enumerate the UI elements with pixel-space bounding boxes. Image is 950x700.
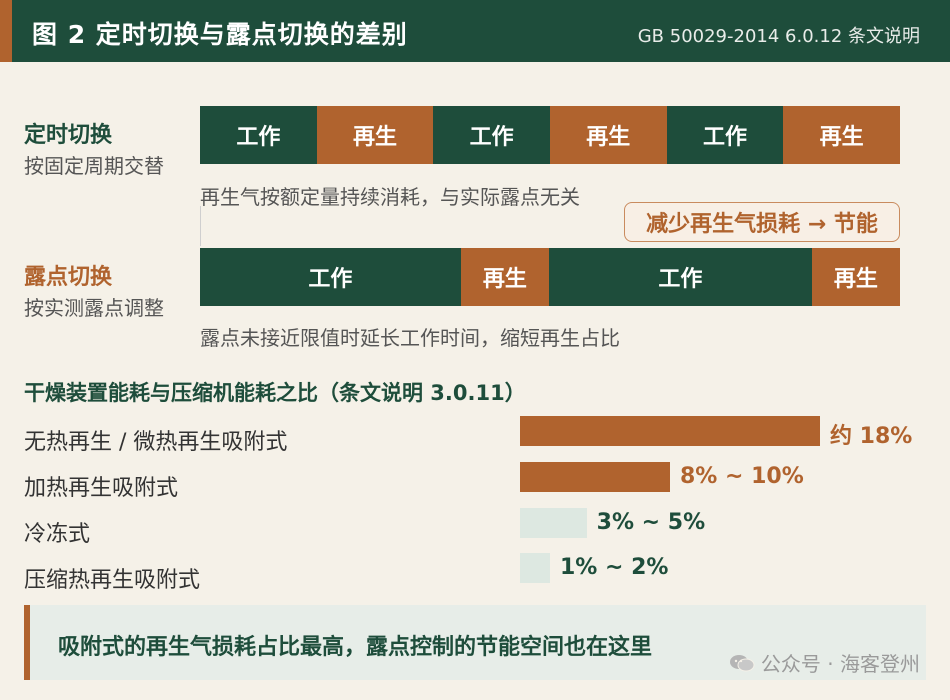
standard-reference: GB 50029-2014 6.0.12 条文说明 xyxy=(637,26,920,47)
ratio-bar xyxy=(520,508,587,538)
watermark: 公众号 · 海客登州 xyxy=(729,648,920,677)
timed-timeline: 工作 再生 工作 再生 工作 再生 xyxy=(200,106,900,164)
ratio-value: 8% ~ 10% xyxy=(680,464,804,489)
dewpoint-title: 露点切换 xyxy=(24,265,113,290)
dewpoint-segment-work: 工作 xyxy=(548,248,812,306)
timed-segment-work: 工作 xyxy=(200,106,317,164)
dewpoint-timeline: 工作 再生 工作 再生 xyxy=(200,248,900,306)
conclusion-text: 吸附式的再生气损耗占比最高，露点控制的节能空间也在这里 xyxy=(58,635,653,660)
timed-segment-regen: 再生 xyxy=(549,106,667,164)
timed-segment-regen: 再生 xyxy=(783,106,900,164)
wechat-icon xyxy=(729,654,755,671)
ratio-label: 冷冻式 xyxy=(24,522,91,547)
dewpoint-segment-regen: 再生 xyxy=(811,248,900,306)
ratio-bar xyxy=(520,462,670,492)
header-accent xyxy=(0,0,12,62)
header-bar: 图 2 定时切换与露点切换的差别 GB 50029-2014 6.0.12 条文… xyxy=(0,0,950,62)
ratio-label: 加热再生吸附式 xyxy=(24,476,179,501)
dewpoint-note: 露点未接近限值时延长工作时间，缩短再生占比 xyxy=(200,326,620,350)
ratio-value: 1% ~ 2% xyxy=(560,555,669,580)
watermark-text: 公众号 · 海客登州 xyxy=(760,652,920,676)
ratio-value: 3% ~ 5% xyxy=(596,510,706,535)
page-title: 图 2 定时切换与露点切换的差别 xyxy=(32,20,408,49)
ratio-label: 压缩热再生吸附式 xyxy=(24,568,201,593)
timed-segment-work: 工作 xyxy=(433,106,550,164)
timed-subtitle: 按固定周期交替 xyxy=(24,154,164,178)
dewpoint-subtitle: 按实测露点调整 xyxy=(24,296,164,320)
timed-segment-regen: 再生 xyxy=(316,106,434,164)
energy-saving-callout: 减少再生气损耗 → 节能 xyxy=(624,202,900,242)
conclusion-box: 吸附式的再生气损耗占比最高，露点控制的节能空间也在这里 xyxy=(24,605,926,680)
dewpoint-segment-regen: 再生 xyxy=(460,248,549,306)
ratio-bar xyxy=(520,553,550,583)
ratio-bar xyxy=(520,416,820,446)
ratio-label: 无热再生 / 微热再生吸附式 xyxy=(24,430,288,455)
ratio-value: 约 18% xyxy=(830,424,913,449)
timed-segment-work: 工作 xyxy=(666,106,784,164)
timed-title: 定时切换 xyxy=(24,123,113,148)
divider-line xyxy=(200,206,201,246)
ratio-title: 干燥装置能耗与压缩机能耗之比（条文说明 3.0.11） xyxy=(24,381,526,405)
dewpoint-segment-work: 工作 xyxy=(200,248,461,306)
timed-note: 再生气按额定量持续消耗，与实际露点无关 xyxy=(200,185,580,209)
